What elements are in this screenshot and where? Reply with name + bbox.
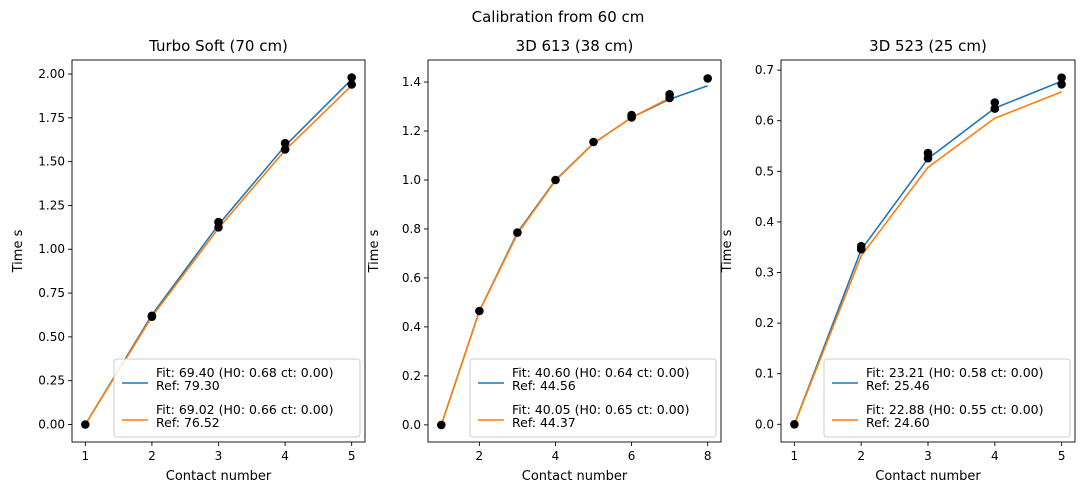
y-tick-label: 2.00: [38, 67, 65, 81]
x-tick-label: 6: [628, 449, 636, 463]
y-tick-label: 0.6: [402, 271, 421, 285]
y-tick-label: 0.0: [755, 417, 774, 431]
y-tick-label: 0.1: [755, 367, 774, 381]
y-tick-label: 1.0: [402, 173, 421, 187]
y-tick-label: 0.5: [755, 164, 774, 178]
data-point: [1057, 80, 1066, 89]
x-tick-label: 4: [552, 449, 560, 463]
x-tick-label: 3: [215, 449, 223, 463]
y-tick-label: 0.4: [755, 215, 774, 229]
data-point: [665, 93, 674, 103]
data-point: [703, 74, 712, 83]
x-tick-label: 1: [81, 449, 89, 463]
y-tick-label: 0.3: [755, 266, 774, 280]
x-tick-label: 5: [1058, 449, 1066, 463]
y-tick-label: 1.00: [38, 242, 65, 256]
y-axis-label: Time s: [11, 229, 26, 273]
data-point: [280, 145, 290, 154]
x-tick-label: 3: [924, 449, 932, 463]
data-point: [280, 138, 290, 148]
y-tick-label: 1.50: [38, 155, 65, 169]
data-point: [1057, 73, 1066, 82]
data-point: [475, 306, 484, 316]
legend-entry-text: Ref: 44.56: [512, 378, 576, 393]
y-tick-label: 1.2: [402, 124, 421, 138]
legend-entry-text: Fit: 40.05 (H0: 0.65 ct: 0.00): [512, 402, 689, 417]
y-tick-label: 1.4: [402, 75, 421, 89]
x-tick-label: 2: [476, 449, 484, 463]
y-tick-label: 1.75: [38, 111, 65, 125]
data-point: [990, 98, 1000, 107]
panel-title: 3D 523 (25 cm): [869, 37, 987, 55]
y-tick-label: 0.2: [755, 316, 774, 330]
data-point: [214, 223, 223, 232]
y-tick-label: 0.2: [402, 369, 421, 383]
x-axis-label: Contact number: [522, 469, 628, 484]
panel-title: Turbo Soft (70 cm): [148, 37, 288, 55]
y-tick-label: 0.0: [402, 418, 421, 432]
plot-frame: [427, 59, 722, 443]
panel-title: 3D 613 (38 cm): [516, 37, 634, 55]
legend-box: [113, 358, 361, 438]
x-tick-label: 2: [857, 449, 865, 463]
data-point: [347, 80, 357, 89]
legend-entry-text: Fit: 69.40 (H0: 0.68 ct: 0.00): [156, 365, 333, 380]
y-tick-label: 0.25: [38, 374, 65, 388]
series-line-ref: [793, 91, 1062, 425]
data-point: [551, 175, 560, 185]
y-tick-label: 0.8: [402, 222, 421, 236]
y-tick-label: 0.4: [402, 320, 421, 334]
legend-entry-text: Ref: 76.52: [156, 415, 220, 430]
x-tick-label: 1: [791, 449, 799, 463]
legend: Fit: 23.21 (H0: 0.58 ct: 0.00)Ref: 25.46…: [823, 358, 1071, 438]
y-axis-label: Time s: [720, 229, 735, 273]
legend-entry-text: Fit: 22.88 (H0: 0.55 ct: 0.00): [866, 402, 1043, 417]
x-tick-label: 4: [281, 449, 289, 463]
data-point: [147, 312, 157, 322]
data-point: [513, 228, 522, 237]
legend-box: [823, 358, 1071, 438]
data-point: [856, 244, 866, 254]
x-axis-label: Contact number: [875, 469, 981, 484]
data-point: [347, 73, 357, 82]
y-tick-label: 0.75: [38, 286, 65, 300]
x-tick-label: 2: [148, 449, 156, 463]
x-tick-label: 8: [704, 449, 712, 463]
y-tick-label: 0.50: [38, 330, 65, 344]
legend-entry-text: Fit: 69.02 (H0: 0.66 ct: 0.00): [156, 402, 333, 417]
data-point: [627, 113, 636, 122]
chart-panel-1: Turbo Soft (70 cm) 1 2 3 4 5 0.00 0.25 0.50 0.75 1…: [11, 37, 366, 484]
data-point: [437, 420, 446, 430]
legend-entry-text: Fit: 23.21 (H0: 0.58 ct: 0.00): [866, 365, 1043, 380]
legend-entry-text: Ref: 79.30: [156, 378, 220, 393]
y-tick-label: 0.6: [755, 114, 774, 128]
data-point: [990, 104, 1000, 113]
legend-entry-text: Fit: 40.60 (H0: 0.64 ct: 0.00): [512, 365, 689, 380]
y-tick-label: 1.25: [38, 198, 65, 212]
y-tick-label: 0.7: [755, 63, 774, 77]
legend: Fit: 40.60 (H0: 0.64 ct: 0.00)Ref: 44.56…: [469, 358, 717, 438]
chart-panel-3: 3D 523 (25 cm) 1 2 3 4 5 0.0 0.1 0.2 0.3 0.4 0.5 0.6…: [720, 37, 1076, 484]
figure-suptitle: Calibration from 60 cm: [472, 8, 645, 26]
legend-entry-text: Ref: 25.46: [866, 378, 930, 393]
data-point: [589, 137, 598, 147]
y-tick-label: 0.00: [38, 417, 65, 431]
data-point: [81, 420, 90, 429]
x-axis-label: Contact number: [166, 469, 272, 484]
x-tick-label: 5: [348, 449, 356, 463]
data-point: [923, 153, 933, 163]
legend: Fit: 69.40 (H0: 0.68 ct: 0.00)Ref: 79.30…: [113, 358, 361, 438]
legend-entry-text: Ref: 44.37: [512, 415, 576, 430]
legend-box: [469, 358, 717, 438]
legend-entry-text: Ref: 24.60: [866, 415, 930, 430]
x-tick-label: 4: [991, 449, 999, 463]
chart-panel-2: 3D 613 (38 cm) 2 4 6 8 0.0 0.2 0.4 0.6 0.8 1.0 1.2 1…: [367, 37, 722, 484]
data-point: [790, 420, 799, 429]
y-axis-label: Time s: [367, 229, 382, 273]
